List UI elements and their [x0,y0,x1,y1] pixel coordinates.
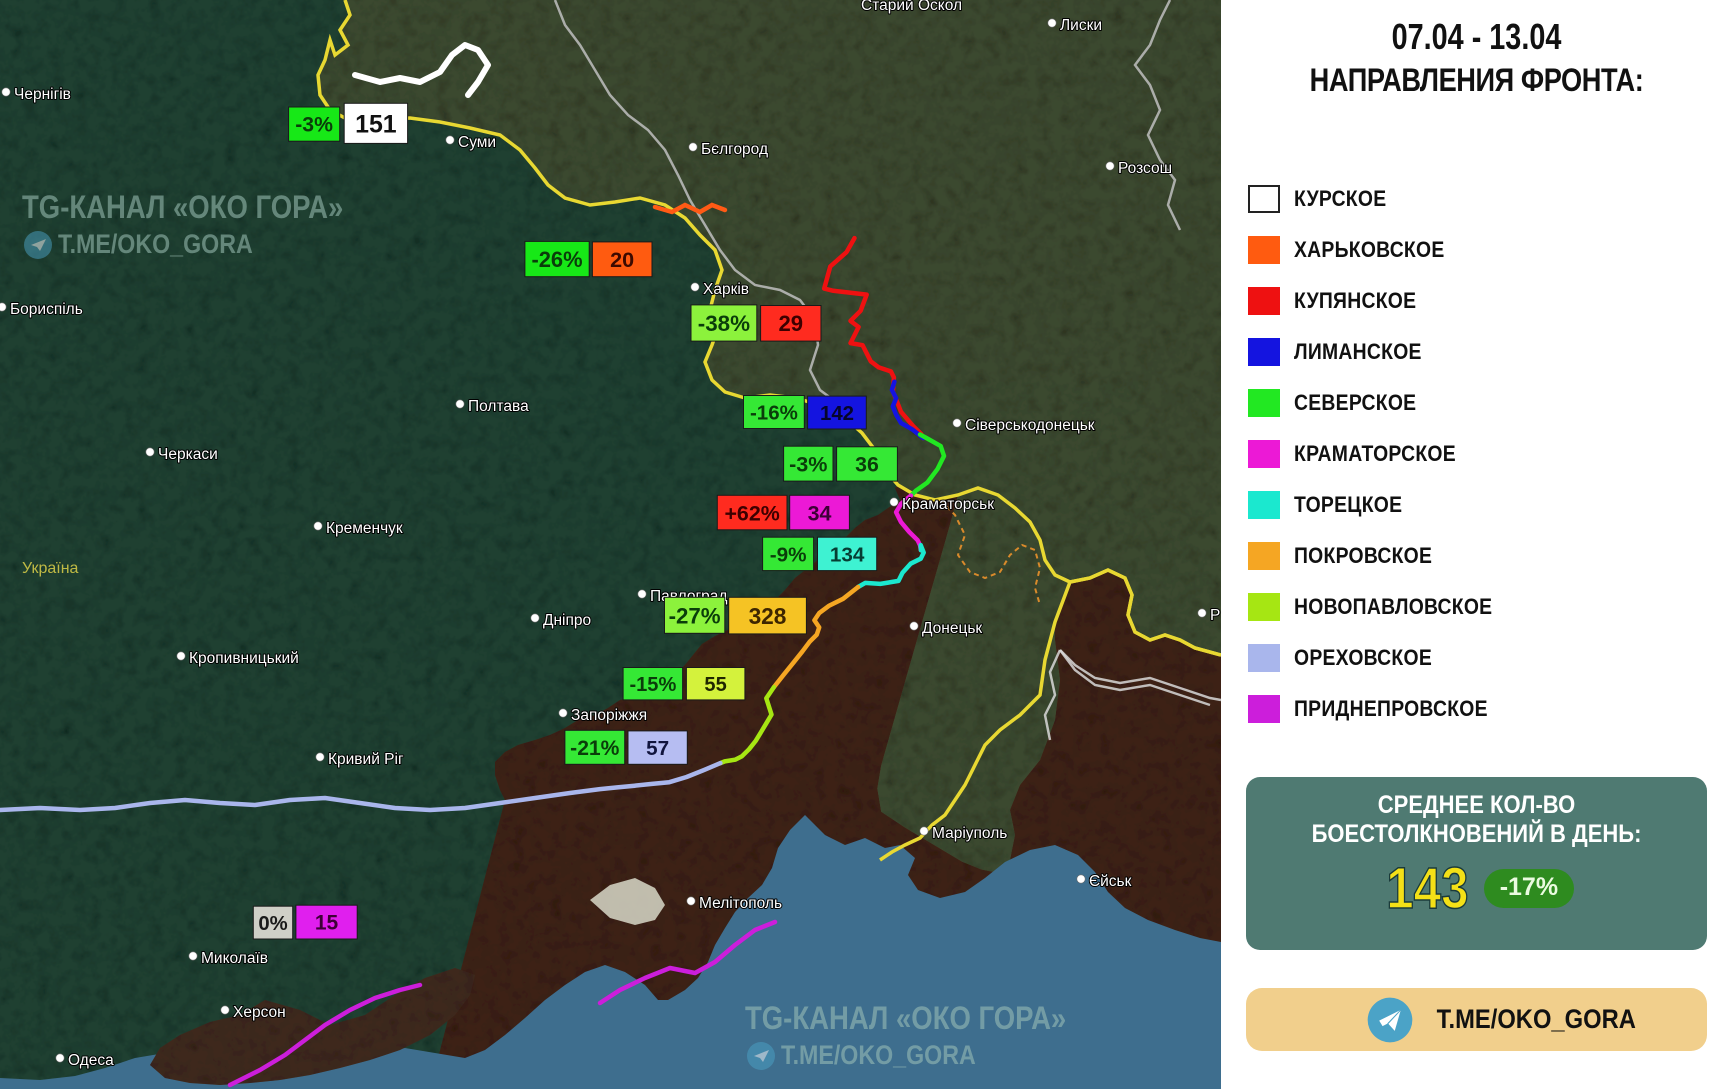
svg-text:Бориспіль: Бориспіль [10,301,83,318]
svg-text:57: 57 [646,737,669,760]
svg-text:Кропивницький: Кропивницький [189,650,299,667]
svg-text:TG-КАНАЛ «ОКО ГОРА»: TG-КАНАЛ «ОКО ГОРА» [745,1001,1066,1036]
svg-text:-3%: -3% [295,114,333,137]
svg-text:134: 134 [830,543,865,566]
svg-text:Одеса: Одеса [68,1052,114,1069]
svg-text:Лиски: Лиски [1060,17,1102,34]
svg-text:Розсош: Розсош [1118,160,1172,177]
svg-text:T.ME/OKO_GORA: T.ME/OKO_GORA [781,1040,976,1070]
svg-text:Р: Р [1210,607,1220,624]
svg-text:Краматорськ: Краматорськ [902,496,994,513]
svg-text:TG-КАНАЛ «ОКО ГОРА»: TG-КАНАЛ «ОКО ГОРА» [22,190,343,225]
svg-text:Черкаси: Черкаси [158,446,218,463]
svg-text:Чернігів: Чернігів [14,86,71,103]
svg-text:Суми: Суми [458,134,496,151]
svg-text:Кривий Ріг: Кривий Ріг [328,751,404,768]
svg-text:0%: 0% [258,913,287,935]
svg-text:-16%: -16% [750,401,798,424]
svg-text:36: 36 [855,453,879,477]
svg-text:+62%: +62% [724,501,779,525]
svg-text:-26%: -26% [531,247,582,272]
svg-text:-9%: -9% [770,543,807,566]
svg-text:34: 34 [808,501,832,525]
svg-text:Миколаїв: Миколаїв [201,950,268,967]
svg-text:-21%: -21% [570,737,619,760]
svg-text:Україна: Україна [22,560,79,577]
svg-text:-38%: -38% [698,311,750,336]
svg-text:Полтава: Полтава [468,398,529,415]
svg-text:Старий Оскол: Старий Оскол [861,0,962,14]
svg-text:Бєлгород: Бєлгород [701,141,768,158]
svg-text:Дніпро: Дніпро [543,612,591,629]
svg-text:Маріуполь: Маріуполь [932,825,1007,842]
svg-text:Сіверськодонецьк: Сіверськодонецьк [965,417,1095,434]
svg-text:T.ME/OKO_GORA: T.ME/OKO_GORA [58,229,253,259]
svg-text:142: 142 [820,403,854,425]
svg-text:Запоріжжя: Запоріжжя [571,707,647,724]
svg-text:Кременчук: Кременчук [326,520,403,537]
svg-text:Мелітополь: Мелітополь [699,895,782,912]
svg-text:Донецьк: Донецьк [922,620,982,637]
svg-text:-3%: -3% [789,451,827,476]
svg-text:Харків: Харків [703,281,749,298]
svg-text:328: 328 [749,603,787,629]
svg-text:29: 29 [779,311,804,336]
svg-text:20: 20 [610,247,634,272]
svg-text:151: 151 [355,110,397,138]
svg-text:-15%: -15% [629,674,676,696]
svg-text:Єйськ: Єйськ [1089,873,1132,890]
svg-text:-27%: -27% [669,603,721,628]
svg-text:55: 55 [704,674,726,696]
svg-text:15: 15 [315,912,339,935]
svg-text:Херсон: Херсон [233,1004,286,1021]
